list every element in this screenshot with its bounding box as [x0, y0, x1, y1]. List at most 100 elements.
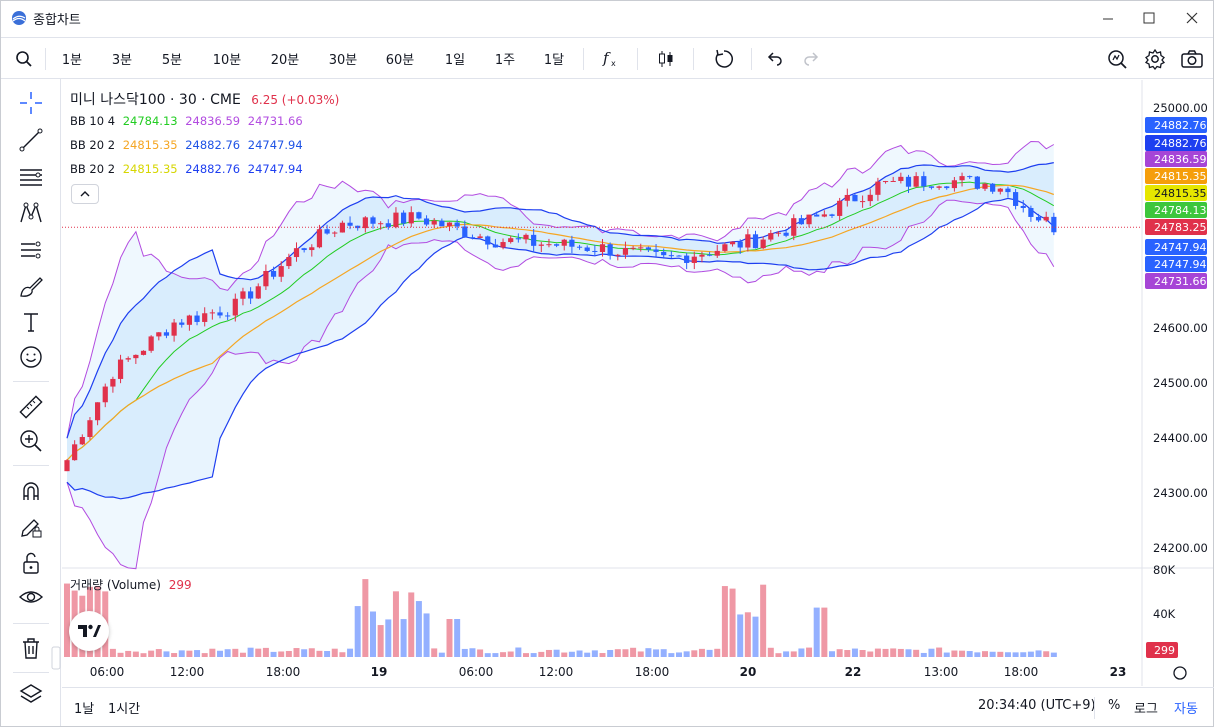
- magnet-tool[interactable]: [15, 475, 47, 507]
- brush-tool[interactable]: [15, 270, 47, 302]
- candle-body: [982, 183, 988, 189]
- volume-bar: [775, 653, 782, 657]
- quick-search-button[interactable]: [1103, 38, 1131, 79]
- volume-legend[interactable]: 거래량 (Volume) 299: [70, 576, 192, 593]
- range-1d[interactable]: 1날: [74, 702, 95, 717]
- time-axis-label: 13:00: [924, 665, 959, 679]
- maximize-icon[interactable]: [1134, 7, 1164, 29]
- candle-body: [140, 350, 147, 355]
- candle-body: [569, 239, 575, 247]
- remove-drawings-tool[interactable]: [15, 632, 47, 664]
- log-scale-toggle[interactable]: 로그: [1134, 702, 1158, 717]
- interval-1mo[interactable]: 1달: [543, 53, 565, 68]
- time-axis-label: 22: [845, 665, 862, 679]
- candle-body: [102, 386, 108, 403]
- minimize-icon[interactable]: [1093, 7, 1123, 29]
- candle-body: [814, 214, 820, 217]
- fib-tool[interactable]: [15, 161, 47, 193]
- legend-row-bb3[interactable]: BB 20 2 24815.35 24882.76 24747.94: [70, 162, 307, 176]
- candle-body: [867, 194, 873, 202]
- text-tool[interactable]: [15, 306, 47, 338]
- lock-drawings-tool[interactable]: [15, 511, 47, 543]
- forecast-tool[interactable]: [15, 234, 47, 266]
- candle-body: [202, 313, 208, 322]
- auto-scale-toggle[interactable]: 자동: [1174, 702, 1198, 717]
- close-icon[interactable]: [1177, 7, 1207, 29]
- range-1h[interactable]: 1시간: [108, 702, 141, 717]
- tradingview-logo[interactable]: [69, 611, 109, 651]
- unlock-tool[interactable]: [15, 547, 47, 579]
- interval-5m[interactable]: 5분: [161, 53, 183, 68]
- candle-body: [990, 183, 996, 192]
- volume-bar: [339, 652, 346, 657]
- candle-body: [599, 244, 606, 253]
- candle-body: [431, 220, 437, 225]
- pattern-tool[interactable]: [15, 197, 47, 229]
- volume-axis-label: 40K: [1153, 607, 1176, 621]
- volume-bar: [285, 650, 292, 657]
- volume-bar: [217, 650, 223, 657]
- candle-body: [355, 225, 361, 229]
- percent-scale-toggle[interactable]: %: [1108, 698, 1121, 713]
- redo-button[interactable]: [799, 38, 825, 79]
- legend-row-bb1[interactable]: BB 10 4 24784.13 24836.59 24731.66: [70, 114, 307, 128]
- bb20-fill: [67, 162, 1054, 499]
- volume-bar: [897, 648, 904, 657]
- interval-60m[interactable]: 60분: [385, 53, 415, 68]
- interval-3m[interactable]: 3분: [111, 53, 133, 68]
- volume-bar: [117, 652, 124, 657]
- chart-type-button[interactable]: [651, 38, 681, 79]
- interval-1m[interactable]: 1분: [61, 53, 83, 68]
- candle-body: [538, 244, 544, 246]
- visibility-tool[interactable]: [15, 581, 47, 613]
- interval-10m[interactable]: 10분: [212, 53, 242, 68]
- candle-body: [905, 176, 912, 187]
- interval-30m[interactable]: 30분: [328, 53, 358, 68]
- trend-line-tool[interactable]: [15, 124, 47, 156]
- screenshot-button[interactable]: [1178, 38, 1206, 79]
- measure-tool[interactable]: [15, 391, 47, 423]
- volume-bar: [500, 652, 507, 657]
- volume-bar: [974, 652, 981, 657]
- candle-body: [829, 214, 835, 216]
- volume-bar: [568, 651, 575, 657]
- volume-bar: [553, 649, 560, 657]
- candle-body: [232, 298, 238, 316]
- candle-body: [951, 180, 957, 189]
- candle-body: [630, 247, 636, 249]
- candle-body: [607, 244, 613, 256]
- volume-bar: [400, 619, 407, 657]
- reset-chart-button[interactable]: [708, 38, 740, 79]
- symbol-search-button[interactable]: [9, 38, 39, 79]
- interval-20m[interactable]: 20분: [270, 53, 300, 68]
- zoom-in-tool[interactable]: [15, 425, 47, 457]
- candle-body: [446, 222, 453, 227]
- legend-basis: 24815.35: [122, 162, 178, 176]
- candle-body: [1013, 192, 1019, 206]
- legend-row-bb2[interactable]: BB 20 2 24815.35 24882.76 24747.94: [70, 138, 307, 152]
- volume-bar: [392, 591, 399, 657]
- crosshair-tool[interactable]: [15, 87, 47, 119]
- candle-body: [324, 229, 330, 234]
- symbol-title: 미니 나스닥100 · 30 · CME: [70, 92, 241, 108]
- undo-button[interactable]: [761, 38, 787, 79]
- legend-collapse-button[interactable]: [71, 184, 99, 204]
- clock-timezone[interactable]: 20:34:40 (UTC+9): [978, 698, 1096, 713]
- volume-bar: [752, 616, 759, 657]
- price-tag-label: 24747.94: [1154, 258, 1207, 271]
- emoji-tool[interactable]: [15, 341, 47, 373]
- volume-bar: [477, 649, 484, 657]
- volume-bar: [913, 649, 920, 657]
- object-tree-tool[interactable]: [15, 679, 47, 711]
- volume-bar: [324, 651, 331, 657]
- time-axis-label: 20: [740, 665, 757, 679]
- settings-button[interactable]: [1141, 38, 1169, 79]
- interval-1d[interactable]: 1일: [444, 53, 466, 68]
- volume-bar: [668, 653, 675, 657]
- candle-body: [286, 257, 292, 267]
- interval-1w[interactable]: 1주: [494, 53, 516, 68]
- volume-bar: [821, 607, 828, 657]
- undo-icon: [767, 51, 782, 66]
